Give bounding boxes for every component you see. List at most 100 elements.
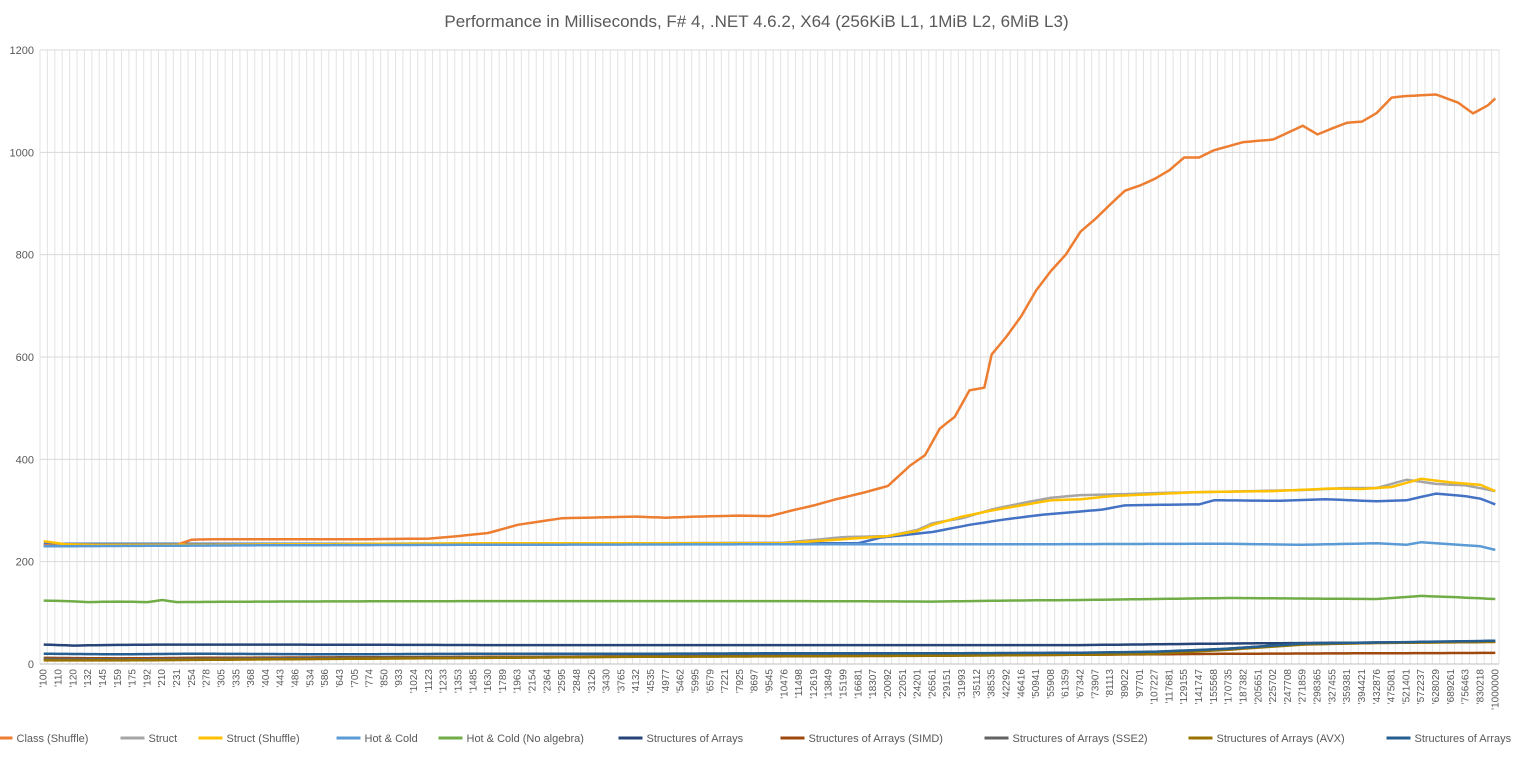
x-tick-label: '705 [350,669,361,688]
x-tick-label: '774 [365,669,376,688]
x-tick-label: '26561 [927,669,938,699]
x-tick-label: '9545 [765,669,776,694]
x-tick-label: '1963 [513,669,524,694]
x-tick-label: '12619 [809,669,820,699]
x-tick-label: '55908 [1046,669,1057,699]
x-tick-label: '145 [98,669,109,688]
legend-label-structures-of-arrays: Structures of Arrays [647,733,744,745]
x-tick-label: '22051 [898,669,909,699]
y-tick-label: 0 [28,659,34,671]
x-tick-label: '46416 [1016,669,1027,699]
x-tick-label: '432876 [1372,669,1383,705]
x-tick-label: '100 [39,669,50,688]
x-tick-label: '225702 [1268,669,1279,705]
x-tick-label: '1123 [424,669,435,693]
x-tick-label: '933 [394,669,405,688]
x-tick-label: '50941 [1031,669,1042,699]
x-tick-label: '1789 [498,669,509,694]
x-tick-label: '35112 [972,669,983,698]
x-tick-label: '586 [320,669,331,688]
x-tick-label: '129155 [1179,669,1190,705]
x-tick-label: '5462 [676,669,687,694]
x-tick-label: '4132 [631,669,642,694]
x-tick-label: '404 [261,669,272,688]
x-tick-label: '117681 [1164,669,1175,704]
x-tick-label: '643 [335,669,346,688]
legend-label-structures-of-arrays-simd2: Structures of Arrays (SIMD2) [1415,733,1513,745]
x-tick-label: '15199 [839,669,850,699]
x-tick-label: '2848 [572,669,583,694]
x-tick-label: '1024 [409,669,420,694]
x-tick-label: '89022 [1120,669,1131,699]
y-tick-label: 400 [16,454,34,466]
x-tick-label: '13849 [824,669,835,699]
x-tick-label: '7221 [720,669,731,694]
y-tick-label: 200 [16,557,34,569]
x-tick-label: '359381 [1342,669,1353,705]
x-tick-label: '67342 [1076,669,1087,699]
x-tick-label: '1233 [439,669,450,694]
x-tick-label: '97701 [1135,669,1146,699]
x-tick-label: '187382 [1238,669,1249,705]
x-tick-label: '42292 [1001,669,1012,699]
x-tick-label: '2154 [528,669,539,694]
x-tick-label: '4535 [646,669,657,694]
x-tick-label: '205651 [1253,669,1264,705]
x-tick-label: '24201 [913,669,924,699]
x-tick-label: '271859 [1298,669,1309,705]
x-tick-label: '61359 [1061,669,1072,699]
legend-label-structures-of-arrays-avx: Structures of Arrays (AVX) [1217,733,1345,745]
x-tick-label: '210 [157,669,168,688]
y-tick-label: 800 [16,250,34,262]
series-line-structures-of-arrays [43,640,1496,647]
x-tick-label: '107227 [1150,669,1161,705]
x-tick-label: '73907 [1090,669,1101,699]
series-lines [43,93,1497,662]
y-axis: 0 200 400 600 800 1000 1200 [10,45,34,671]
x-tick-label: '141747 [1194,669,1205,705]
x-tick-label: '120 [68,669,79,688]
x-tick-label: '689261 [1446,669,1457,705]
x-tick-label: '278 [202,669,213,688]
x-tick-label: '155568 [1209,669,1220,705]
x-tick-label: '192 [142,669,153,688]
x-tick-label: '1000000 [1490,669,1501,710]
x-tick-label: '298365 [1313,669,1324,705]
x-tick-label: '2595 [557,669,568,694]
series-line-class-shuffle [43,93,1497,548]
x-tick-label: '20092 [883,669,894,699]
legend-label-hot-cold: Hot & Cold [365,733,418,745]
series-line-hot-cold-no-algebra [43,594,1496,604]
x-tick-label: '10476 [779,669,790,699]
x-tick-label: '3126 [587,669,598,694]
x-tick-label: '4977 [661,669,672,694]
x-tick-label: '254 [187,669,198,688]
x-tick-label: '394421 [1357,669,1368,705]
x-tick-label: '850 [379,669,390,688]
x-tick-label: '756463 [1461,669,1472,705]
x-tick-label: '81113 [1105,669,1116,698]
x-axis: '100 '110'120 '132 '145 '159 '175'192 '210 '231… [39,663,1501,710]
legend-label-hot-cold-no-algebra: Hot & Cold (No algebra) [467,733,584,745]
x-tick-label: '110 [54,669,65,687]
x-tick-label: '170735 [1224,669,1235,705]
legend-label-struct-shuffle: Struct (Shuffle) [227,733,300,745]
y-tick-label: 1200 [10,45,34,57]
x-tick-label: '335 [231,669,242,688]
series-line-structures-of-arrays-simd2 [43,639,1496,656]
x-tick-label: '572237 [1416,669,1427,705]
x-tick-label: '5995 [690,669,701,694]
legend-label-structures-of-arrays-simd: Structures of Arrays (SIMD) [809,733,943,745]
legend-label-struct: Struct [149,733,178,745]
x-tick-label: '6579 [705,669,716,694]
x-tick-label: '2364 [542,669,553,694]
x-tick-label: '16681 [853,669,864,699]
x-tick-label: '175 [128,669,139,688]
x-tick-label: '443 [276,669,287,688]
x-tick-label: '521401 [1401,669,1412,705]
x-tick-label: '29151 [942,669,953,699]
x-tick-label: '628029 [1431,669,1442,705]
